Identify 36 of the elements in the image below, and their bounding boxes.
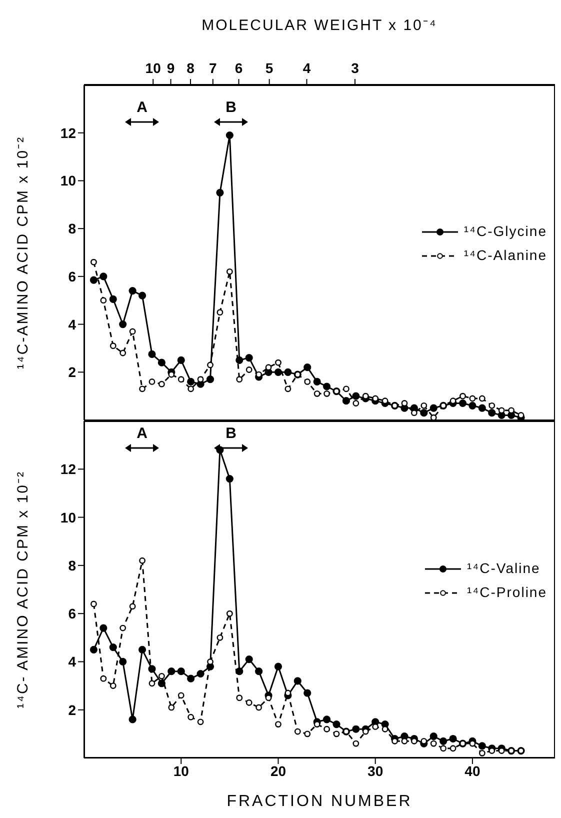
y-tick-label: 8 xyxy=(68,220,76,237)
x-tick-label: 10 xyxy=(173,762,190,779)
y-axis-title: ¹⁴C-AMINO ACID CPM x 10⁻² xyxy=(14,136,32,370)
annotation: A xyxy=(136,99,148,117)
x2-tick-label: 9 xyxy=(166,60,175,76)
x2-tick-label: 3 xyxy=(351,60,360,76)
x-tick-label: 30 xyxy=(368,762,384,779)
x2-tick-label: 10 xyxy=(145,60,162,76)
y-axis-title: ¹⁴C- AMINO ACID CPM x 10⁻² xyxy=(14,470,32,708)
y-tick-label: 4 xyxy=(68,316,76,332)
x2-tick-label: 8 xyxy=(186,60,195,76)
annotation: B xyxy=(224,99,238,117)
y-tick-label: 10 xyxy=(60,509,76,526)
y-tick-label: 12 xyxy=(60,124,76,141)
y-tick-label: 2 xyxy=(68,702,76,718)
legend-label: ¹⁴C-Glycine xyxy=(464,223,547,239)
x-axis-title: FRACTION NUMBER xyxy=(226,793,412,810)
y-tick-label: 4 xyxy=(68,654,76,670)
y-tick-label: 6 xyxy=(68,268,76,284)
annotation: A xyxy=(136,425,148,443)
x2-tick-label: 5 xyxy=(265,60,274,76)
x-tick-label: 20 xyxy=(270,762,286,779)
legend-label: ¹⁴C-Alanine xyxy=(464,247,547,263)
legend-label: ¹⁴C-Valine xyxy=(466,560,540,576)
x2-tick-label: 6 xyxy=(234,60,243,76)
annotation: B xyxy=(224,425,238,443)
x2-tick-label: 7 xyxy=(209,60,218,76)
x2-tick-label: 4 xyxy=(302,60,311,76)
y-tick-label: 6 xyxy=(68,606,76,622)
y-tick-label: 10 xyxy=(60,172,76,189)
y-tick-label: 8 xyxy=(68,557,76,574)
x2-axis-title: MOLECULAR WEIGHT x 10⁻⁴ xyxy=(202,17,438,34)
y-tick-label: 12 xyxy=(60,461,76,478)
legend-label: ¹⁴C-Proline xyxy=(466,584,547,600)
x-tick-label: 40 xyxy=(464,762,480,779)
y-tick-label: 2 xyxy=(68,364,76,380)
